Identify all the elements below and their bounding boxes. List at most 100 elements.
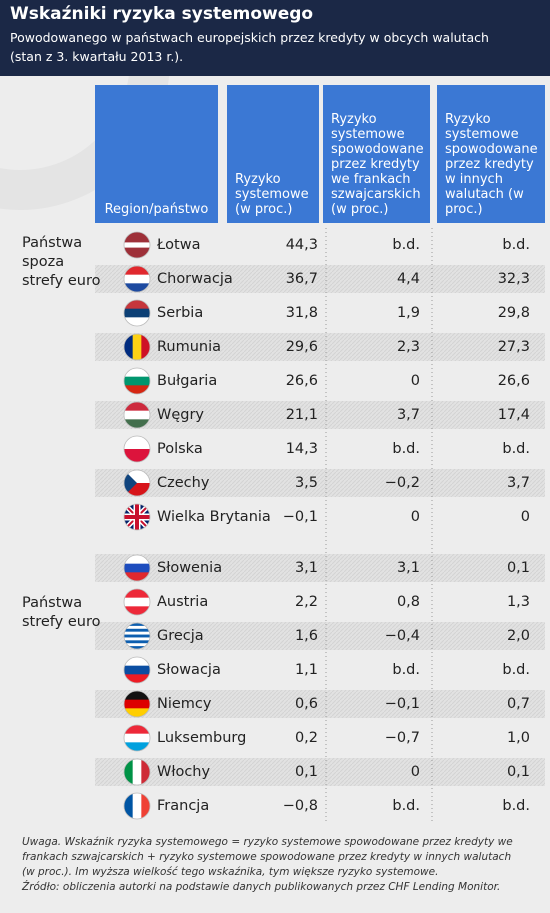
flag-stripe <box>124 725 150 735</box>
note: Uwaga. Wskaźnik ryzyka systemowego = ryz… <box>22 836 513 848</box>
cell-value: 31,8 <box>285 305 318 321</box>
cell-value: 0,7 <box>506 696 530 712</box>
flag <box>124 470 150 496</box>
country-name: Chorwacja <box>157 271 233 287</box>
flag-stripe <box>124 597 150 607</box>
cell-value: b.d. <box>392 798 420 814</box>
flag-stripe <box>124 274 150 284</box>
flag <box>124 555 150 581</box>
flag-stripe <box>141 793 150 819</box>
cell-value: 2,3 <box>396 339 420 355</box>
country-name: Luksemburg <box>157 730 247 746</box>
flag-stripe <box>124 308 150 318</box>
flag-stripe <box>141 334 150 360</box>
flag <box>124 232 150 258</box>
country-name: Czechy <box>157 475 210 491</box>
column-header: Ryzyko systemowe spowodowane przez kredy… <box>323 85 430 223</box>
cell-value: 3,7 <box>396 407 420 423</box>
flag <box>124 589 150 615</box>
flag-stripe <box>124 793 134 819</box>
flag-stripe <box>124 637 150 641</box>
flag-stripe <box>124 759 134 785</box>
header-band <box>0 0 550 76</box>
cell-value: 2,2 <box>294 594 318 610</box>
country-name: Słowacja <box>157 662 221 678</box>
note: (w proc.). Im wyższa wielkość tego wskaź… <box>22 866 439 878</box>
cell-value: 0 <box>520 509 530 525</box>
flag-stripe <box>124 283 150 292</box>
country-name: Serbia <box>157 305 204 321</box>
cell-value: b.d. <box>502 798 530 814</box>
cell-value: 26,6 <box>285 373 318 389</box>
flag-stripe <box>124 247 150 254</box>
flag-stripe <box>124 410 150 420</box>
row-stripe <box>95 554 545 582</box>
flag <box>124 657 150 683</box>
flag <box>124 793 150 819</box>
country-name: Niemcy <box>157 696 212 712</box>
cell-value: 17,4 <box>497 407 530 423</box>
cell-value: −0,1 <box>282 509 318 525</box>
column-header-text: Ryzyko systemowe spowodowane przez kredy… <box>445 112 538 217</box>
flag-stripe <box>132 759 142 785</box>
cell-value: 0,1 <box>506 560 530 576</box>
cell-value: 1,1 <box>294 662 318 678</box>
flag-stripe <box>124 657 150 667</box>
flag-stripe <box>124 623 150 627</box>
flag-stripe <box>124 733 150 743</box>
country-name: Węgry <box>157 407 205 423</box>
flag <box>124 691 150 717</box>
flag-stripe <box>124 300 150 310</box>
flag-ring <box>123 469 151 497</box>
row-stripe <box>95 622 545 650</box>
flag-stripe <box>124 376 150 386</box>
country-name: Włochy <box>157 764 211 780</box>
flag-stripe <box>124 385 150 394</box>
flag <box>124 300 150 326</box>
flag-stripe <box>124 628 150 633</box>
flag-stripe <box>124 631 150 636</box>
cell-value: 0,1 <box>294 764 318 780</box>
flag-stripe <box>124 742 150 751</box>
cell-value: 3,1 <box>294 560 318 576</box>
flag <box>124 759 150 785</box>
flag-ring <box>123 265 151 293</box>
cell-value: 32,3 <box>497 271 530 287</box>
column-header-text: Region/państwo <box>104 202 209 217</box>
flag-stripe <box>124 334 134 360</box>
flag <box>124 504 150 530</box>
group-label: Państwa spoza strefy euro <box>22 235 101 289</box>
flag-stripe <box>124 368 150 378</box>
flag-ring <box>123 401 151 429</box>
country-name: Łotwa <box>157 237 201 253</box>
flag-stripe <box>124 606 150 615</box>
flag-ring <box>123 367 151 395</box>
flag-stripe <box>124 419 150 428</box>
flag-stripe <box>124 436 150 450</box>
flags <box>123 231 151 820</box>
country-name: Wielka Brytania <box>157 509 271 525</box>
cell-value: −0,7 <box>384 730 420 746</box>
cell-value: 44,3 <box>285 237 318 253</box>
cell-value: 2,0 <box>506 628 530 644</box>
country-name: Francja <box>157 798 210 814</box>
row-stripe <box>95 690 545 718</box>
row-stripe <box>95 758 545 786</box>
row-stripe <box>95 333 545 361</box>
cell-value: 0,8 <box>396 594 420 610</box>
flag-stripe <box>124 625 150 630</box>
flag-ring <box>123 588 151 616</box>
flag-cross <box>124 504 150 530</box>
cell-value: −0,2 <box>384 475 420 491</box>
flag-stripe <box>141 759 150 785</box>
flag-ring <box>123 554 151 582</box>
flag-stripe <box>124 252 150 258</box>
column-header: Ryzyko systemowe (w proc.) <box>227 85 319 223</box>
flag-stripe <box>124 589 150 599</box>
cell-value: 3,7 <box>506 475 530 491</box>
flag-stripe <box>124 634 150 638</box>
flag-ring <box>123 690 151 718</box>
flag <box>124 436 150 462</box>
cell-value: 1,0 <box>506 730 530 746</box>
